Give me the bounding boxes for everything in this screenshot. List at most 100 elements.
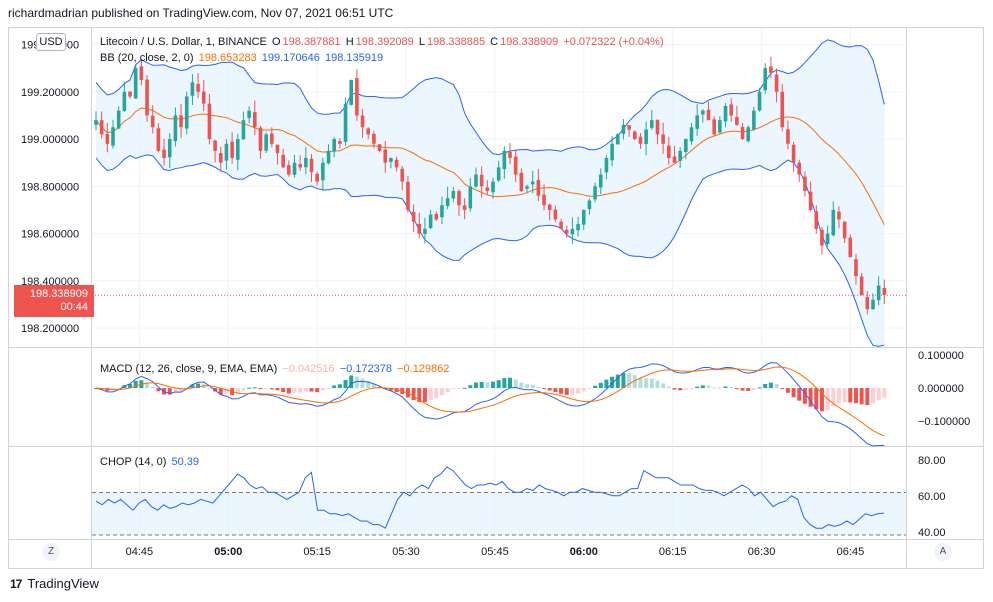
candle-body <box>230 141 234 158</box>
chop-line <box>95 466 884 529</box>
x-tick-label: 06:45 <box>837 546 865 558</box>
candle-body <box>372 133 376 144</box>
macd-histogram-bar <box>865 388 870 406</box>
candle-body <box>445 198 450 207</box>
candle-body <box>803 176 807 192</box>
macd-histogram-bar <box>508 377 513 389</box>
macd-histogram-bar <box>666 386 671 389</box>
candle-body <box>740 127 745 140</box>
candle-body <box>94 120 98 125</box>
main-legend: Litecoin / U.S. Dollar, 1, BINANCE O 198.… <box>100 36 666 48</box>
macd-histogram-bar <box>564 388 569 395</box>
last-price: 198.338909 <box>29 288 88 300</box>
auto-scale-button[interactable]: A <box>934 543 952 561</box>
y-tick-label: 198.400000 <box>21 276 79 288</box>
macd-histogram-bar <box>842 388 847 403</box>
candle-body <box>218 153 223 163</box>
y-tick-label: 198.200000 <box>21 323 79 335</box>
candle-body <box>150 115 155 128</box>
macd-histogram-bar <box>366 381 371 389</box>
macd-histogram-bar <box>848 388 853 403</box>
candle-body <box>632 131 637 140</box>
macd-histogram-bar <box>309 388 314 392</box>
candle-body <box>360 115 365 128</box>
macd-label[interactable]: MACD (12, 26, close, 9, EMA, EMA) <box>100 363 278 375</box>
currency-button[interactable]: USD <box>36 33 66 51</box>
candle-body <box>275 144 280 154</box>
change-value: +0.072322 (+0.04%) <box>563 36 664 48</box>
macd-histogram-bar <box>559 388 564 394</box>
macd-histogram-bar <box>525 384 530 389</box>
candle-body <box>610 143 614 161</box>
chop-band-fill <box>92 492 906 536</box>
candle-body <box>820 229 824 246</box>
macd-histogram-bar <box>876 388 881 401</box>
macd-histogram-bar <box>218 388 223 395</box>
x-tick-label: 05:45 <box>481 546 509 558</box>
last-price-tag: 198.338909 00:44 <box>14 285 94 317</box>
candle-body <box>491 181 495 193</box>
macd-histogram-bar <box>196 383 201 389</box>
candle-body <box>167 139 172 158</box>
zoom-reset-button[interactable]: Z <box>42 543 60 561</box>
macd-histogram-bar <box>179 388 184 392</box>
candle-body <box>842 221 847 239</box>
macd-histogram-bar <box>638 377 643 389</box>
macd-y-tick-label: 0.000000 <box>918 383 964 395</box>
candle-body <box>213 140 217 151</box>
candle-body <box>559 221 563 229</box>
candle-body <box>684 139 688 152</box>
candle-body <box>621 124 626 134</box>
candle-body <box>513 156 518 175</box>
macd-histogram-bar <box>791 388 796 398</box>
close-value: 198.338909 <box>500 36 559 48</box>
candle-body <box>394 159 399 168</box>
macd-histogram-bar <box>683 388 688 390</box>
macd-histogram-bar <box>853 388 858 404</box>
x-tick-label: 05:15 <box>303 546 331 558</box>
footer-brand[interactable]: 17 TradingView <box>10 576 99 591</box>
macd-histogram-bar <box>394 388 399 392</box>
macd-histogram-bar <box>598 382 603 389</box>
candle-body <box>831 209 836 236</box>
candle-body <box>338 141 342 144</box>
candle-body <box>145 79 149 116</box>
candle-body <box>718 120 722 133</box>
bb-lower-value: 198.135919 <box>324 52 384 64</box>
symbol-title[interactable]: Litecoin / U.S. Dollar, 1, BINANCE <box>100 36 267 48</box>
macd-histogram-bar <box>649 378 654 389</box>
macd-line <box>95 362 885 447</box>
candle-body <box>485 187 490 192</box>
candle-body <box>547 204 552 210</box>
candle-body <box>581 209 586 225</box>
candle-body <box>525 186 529 189</box>
open-label: O <box>271 36 281 48</box>
candle-body <box>701 110 705 115</box>
macd-histogram-bar <box>712 387 717 389</box>
candle-body <box>564 229 569 234</box>
candle-body <box>774 74 779 92</box>
candle-body <box>553 209 558 220</box>
macd-histogram-bar <box>785 388 790 393</box>
macd-histogram-bar <box>451 388 456 390</box>
chop-label[interactable]: CHOP (14, 0) <box>100 456 167 468</box>
macd-histogram-bar <box>604 379 609 389</box>
macd-histogram-bar <box>337 384 342 389</box>
candle-body <box>814 211 819 229</box>
macd-histogram-bar <box>439 388 444 396</box>
candle-body <box>111 127 115 146</box>
macd-histogram-bar <box>275 388 280 391</box>
macd-histogram-bar <box>281 388 286 393</box>
macd-histogram-bar <box>689 388 694 390</box>
candle-body <box>241 120 246 140</box>
candle-body <box>173 115 178 142</box>
candle-body <box>655 119 660 135</box>
candle-body <box>343 103 348 142</box>
bb-label[interactable]: BB (20, close, 2, 0) <box>100 52 194 64</box>
candle-body <box>417 223 422 234</box>
x-tick-label: 06:30 <box>748 546 776 558</box>
candle-body <box>508 151 512 158</box>
candle-body <box>287 165 291 175</box>
macd-histogram-bar <box>371 383 376 389</box>
